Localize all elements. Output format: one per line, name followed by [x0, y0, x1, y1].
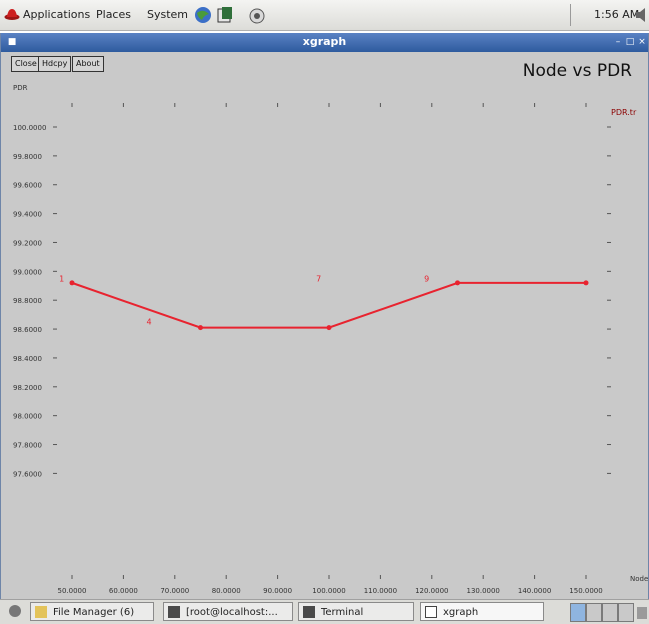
task-root-terminal[interactable]: [root@localhost:...: [163, 602, 293, 621]
data-point: [455, 280, 460, 286]
y-tick-label: 98.0000: [13, 413, 42, 421]
x-tick-label: 80.0000: [212, 587, 241, 595]
data-point: [583, 280, 589, 286]
x-tick-label: 130.0000: [466, 587, 499, 595]
point-marker-label: 4: [147, 318, 152, 327]
task-xgraph[interactable]: xgraph: [420, 602, 544, 621]
about-button[interactable]: About: [72, 56, 104, 72]
y-tick-label: 99.4000: [13, 211, 42, 219]
task-label: [root@localhost:...: [186, 607, 278, 618]
chart-title: Node vs PDR: [522, 61, 632, 81]
taskbar: File Manager (6) [root@localhost:... Ter…: [0, 599, 649, 624]
minimize-icon[interactable]: –: [615, 37, 621, 47]
data-point: [326, 325, 332, 331]
volume-icon[interactable]: [634, 6, 649, 24]
mail-icon[interactable]: [216, 6, 234, 24]
hand-icon[interactable]: [248, 6, 266, 24]
workspace-2[interactable]: [586, 603, 602, 622]
point-marker-label: 1: [59, 274, 64, 283]
y-tick-label: 98.2000: [13, 384, 42, 392]
menu-applications[interactable]: Applications: [23, 8, 91, 21]
task-label: Terminal: [321, 607, 364, 618]
legend-entry-pdr: PDR.tr: [611, 108, 637, 117]
task-terminal[interactable]: Terminal: [298, 602, 414, 621]
y-tick-label: 98.4000: [13, 355, 42, 363]
window-icon: [425, 606, 437, 618]
menu-places[interactable]: Places: [96, 8, 131, 21]
y-tick-label: 99.8000: [13, 153, 42, 161]
y-tick-label: 98.6000: [13, 326, 42, 334]
task-file-manager[interactable]: File Manager (6): [30, 602, 154, 621]
x-tick-label: 140.0000: [518, 587, 551, 595]
y-axis-label: PDR: [13, 84, 28, 92]
workspace-4[interactable]: [618, 603, 634, 622]
hdcpy-button[interactable]: Hdcpy: [38, 56, 72, 72]
x-tick-label: 60.0000: [109, 587, 138, 595]
x-tick-label: 50.0000: [58, 587, 87, 595]
x-tick-label: 100.0000: [312, 587, 345, 595]
terminal-icon: [168, 606, 180, 618]
y-tick-label: 97.6000: [13, 470, 42, 478]
task-label: xgraph: [443, 607, 479, 618]
y-tick-label: 97.8000: [13, 442, 42, 450]
x-tick-label: 70.0000: [160, 587, 189, 595]
clock[interactable]: 1:56 AM: [594, 8, 640, 21]
point-marker-label: 9: [424, 274, 429, 283]
title-bar[interactable]: ■ xgraph – □ ×: [1, 33, 648, 52]
maximize-icon[interactable]: □: [625, 37, 635, 47]
chart-plot: 100.0000 99.8000 99.6000 99.4000 99.2000 99.0…: [13, 84, 648, 595]
terminal-icon: [303, 606, 315, 618]
show-desktop-icon[interactable]: [8, 604, 22, 618]
y-tick-label: 99.2000: [13, 239, 42, 247]
window-title: xgraph: [302, 35, 347, 48]
window-menu-icon[interactable]: ■: [7, 37, 17, 47]
workspace-3[interactable]: [602, 603, 618, 622]
workspace-1[interactable]: [570, 603, 586, 622]
menu-system[interactable]: System: [147, 8, 189, 21]
trash-icon[interactable]: [636, 604, 648, 620]
x-axis-label: Nodes: [630, 575, 648, 583]
redhat-icon[interactable]: [4, 6, 20, 22]
task-label: File Manager (6): [53, 607, 135, 618]
top-panel: Applications Places System 1:56 AM: [0, 0, 649, 31]
data-point: [69, 280, 75, 286]
y-tick-label: 99.0000: [13, 268, 42, 276]
y-tick-label: 99.6000: [13, 182, 42, 190]
x-tick-label: 90.0000: [263, 587, 292, 595]
data-point: [198, 325, 203, 331]
x-tick-label: 110.0000: [364, 587, 397, 595]
y-tick-label: 100.0000: [13, 124, 46, 132]
point-marker-label: 7: [316, 274, 321, 283]
close-window-icon[interactable]: ×: [638, 37, 646, 47]
xgraph-window: ■ xgraph – □ × Close Hdcpy About Node vs…: [0, 33, 649, 599]
folder-icon: [35, 606, 47, 618]
web-browser-icon[interactable]: [194, 6, 212, 24]
y-tick-label: 98.8000: [13, 297, 42, 305]
x-tick-label: 150.0000: [569, 587, 602, 595]
x-tick-label: 120.0000: [415, 587, 448, 595]
panel-separator: [570, 4, 571, 26]
